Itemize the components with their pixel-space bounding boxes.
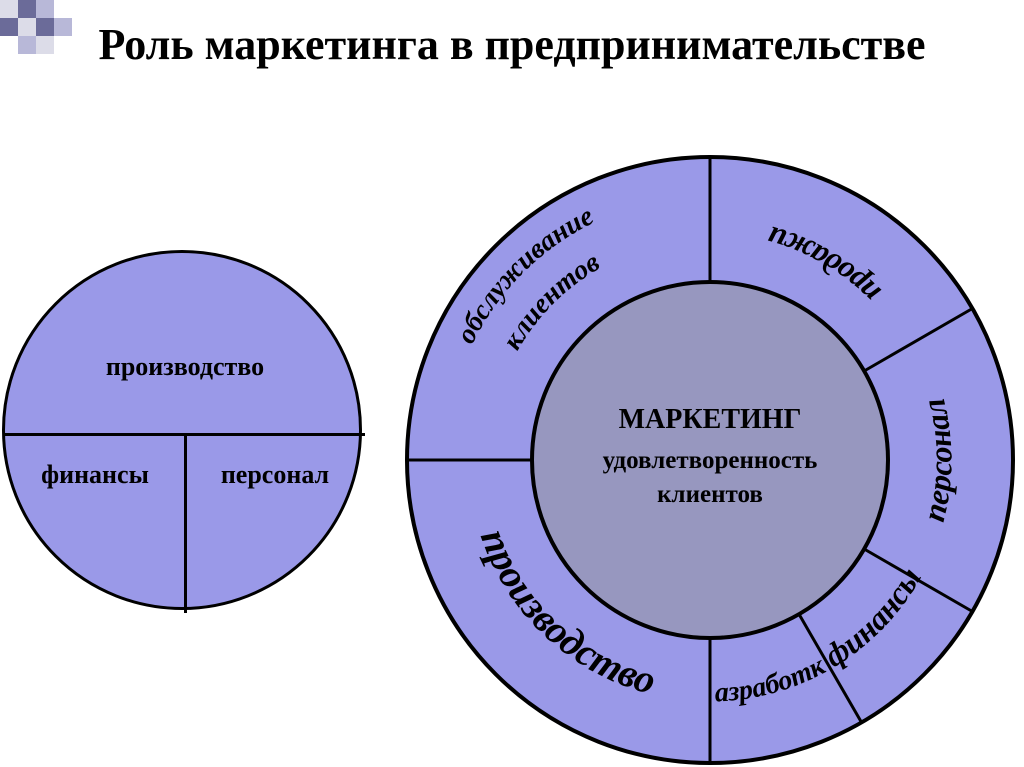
page-title: Роль маркетинга в предпринимательстве bbox=[0, 20, 1024, 71]
label-production: производство bbox=[5, 352, 365, 382]
label-personnel: персонал bbox=[185, 460, 365, 490]
label-finance: финансы bbox=[5, 460, 185, 490]
deco-square bbox=[36, 0, 54, 18]
center-sub2: клиентов bbox=[657, 481, 763, 508]
deco-square bbox=[0, 0, 18, 18]
center-title: МАРКЕТИНГ bbox=[619, 404, 802, 435]
center-sub1: удовлетворенность bbox=[603, 447, 818, 474]
deco-square bbox=[18, 0, 36, 18]
right-ring-diagram: производствопродажиперсоналфинансыразраб… bbox=[405, 155, 1015, 765]
left-circle-diagram: производство финансы персонал bbox=[2, 250, 362, 610]
ring-svg: производствопродажиперсоналфинансыразраб… bbox=[405, 155, 1015, 765]
